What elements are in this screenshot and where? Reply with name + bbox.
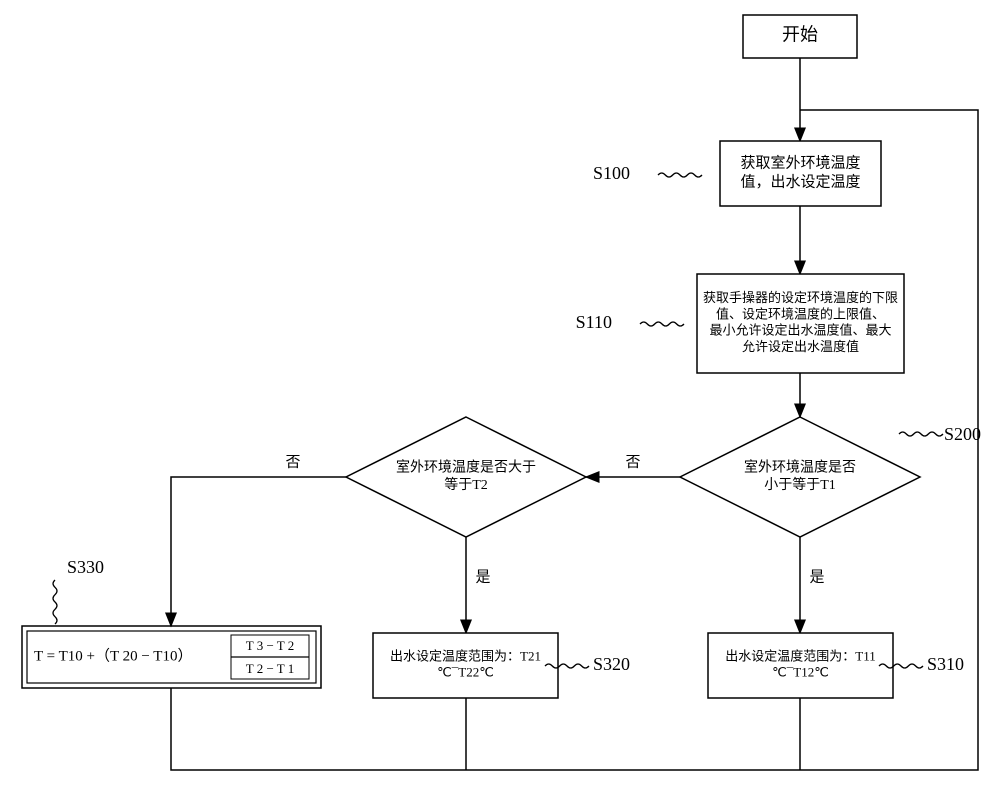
node-s320-text-line-0: 出水设定温度范围为：T21 bbox=[390, 648, 541, 663]
node-s330-formula-left: T = T10 +（T 20 − T10） bbox=[34, 647, 192, 664]
squiggle-5 bbox=[53, 580, 57, 624]
node-s110-text-line-2: 最小允许设定出水温度值、最大 bbox=[709, 323, 891, 338]
edge-label-s200_yes: 是 bbox=[809, 569, 824, 585]
node-s200-text-line-1: 小于等于T1 bbox=[764, 476, 836, 493]
step-label-s310: S310 bbox=[927, 654, 964, 674]
node-s310-text-line-0: 出水设定温度范围为：T11 bbox=[725, 648, 875, 663]
node-s110-text-line-0: 获取手操器的设定环境温度的下限 bbox=[703, 290, 898, 305]
node-s110-text-line-1: 值、设定环境温度的上限值、 bbox=[716, 306, 885, 321]
step-label-s100: S100 bbox=[593, 163, 630, 183]
edge-label-s200b_no: 否 bbox=[285, 454, 300, 470]
step-label-s330: S330 bbox=[67, 557, 104, 577]
step-label-s110: S110 bbox=[576, 312, 612, 332]
node-s310-text-line-1: ℃¯T12℃ bbox=[772, 665, 829, 680]
step-label-s200: S200 bbox=[944, 424, 981, 444]
node-s200b-text-line-0: 室外环境温度是否大于 bbox=[396, 458, 536, 475]
node-s200b-text-line-1: 等于T2 bbox=[444, 476, 488, 493]
node-s100-text-line-1: 值，出水设定温度 bbox=[740, 173, 860, 190]
squiggle-0 bbox=[658, 173, 702, 177]
step-tags: S100 S110 S200 S310 S320 S330 bbox=[53, 163, 981, 674]
node-s320-text-line-1: ℃¯T22℃ bbox=[437, 665, 494, 680]
nodes-layer: T = T10 +（T 20 − T10） T 3 − T 2 T 2 − T 1 bbox=[22, 15, 920, 698]
squiggle-1 bbox=[640, 322, 684, 326]
node-start-text-line-0: 开始 bbox=[782, 25, 818, 45]
edge-s200b_no bbox=[171, 477, 346, 626]
node-s110-text-line-3: 允许设定出水温度值 bbox=[742, 339, 859, 354]
edge-label-s200b_yes: 是 bbox=[475, 569, 490, 585]
squiggle-2 bbox=[899, 432, 943, 436]
step-label-s320: S320 bbox=[593, 654, 630, 674]
node-s330-frac-num: T 3 − T 2 bbox=[246, 638, 295, 653]
node-s200-text-line-0: 室外环境温度是否 bbox=[744, 458, 856, 475]
node-s330-frac-den: T 2 − T 1 bbox=[246, 661, 295, 676]
edge-label-s200_no: 否 bbox=[625, 454, 640, 470]
node-s100-text-line-0: 获取室外环境温度 bbox=[740, 154, 860, 172]
